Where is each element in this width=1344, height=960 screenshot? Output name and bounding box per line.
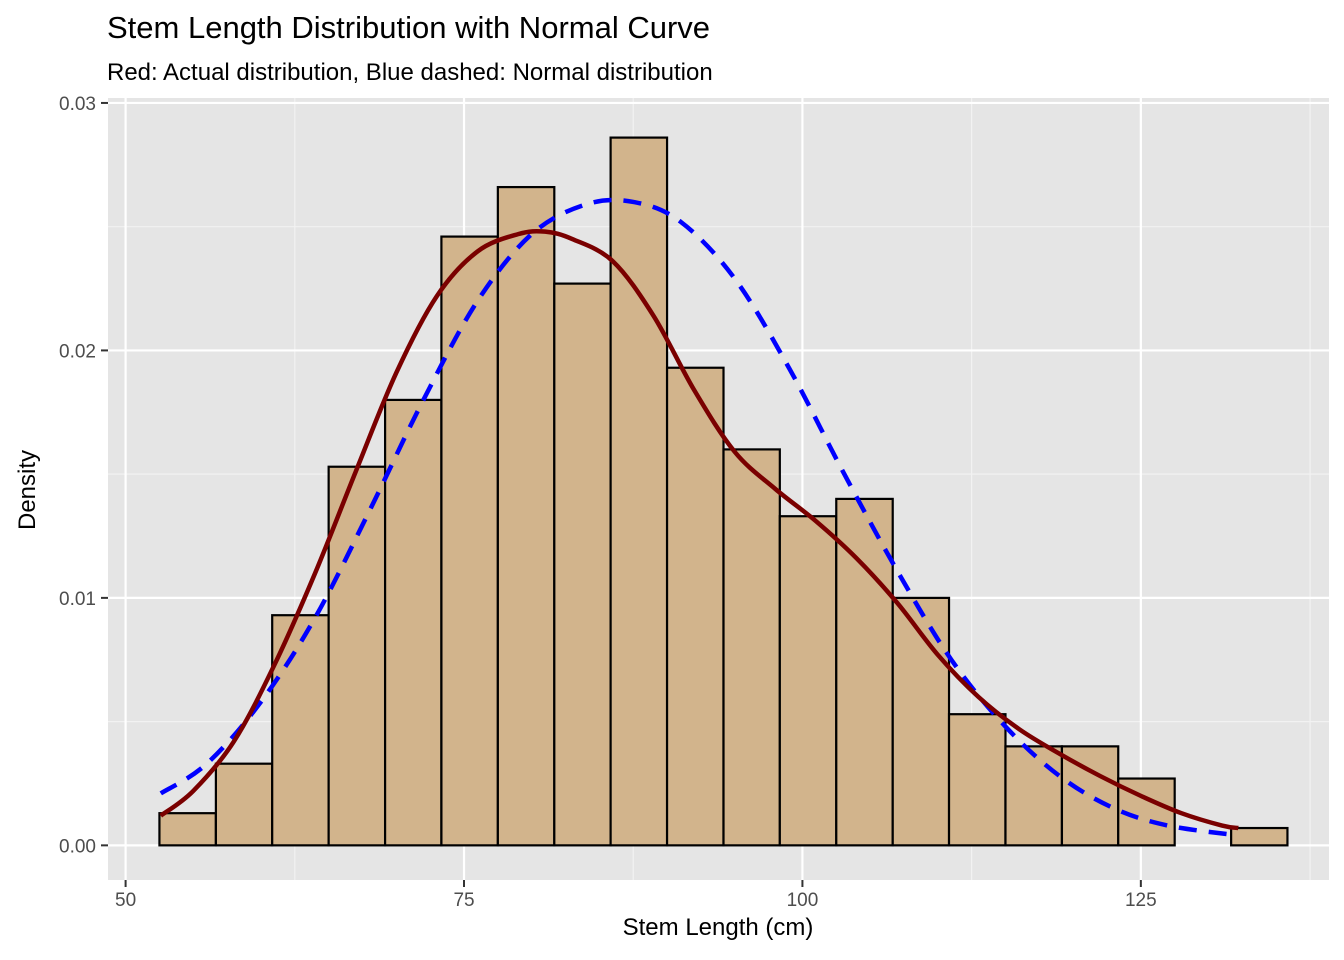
histogram-bar [835,497,894,847]
histogram-bar [947,713,1007,847]
histogram-bar [778,515,838,847]
chart-title: Stem Length Distribution with Normal Cur… [107,10,711,45]
x-tick-label: 125 [1125,890,1157,911]
y-tick-label: 0.00 [59,836,96,857]
y-tick-label: 0.01 [59,589,96,610]
density-curve-line [159,228,1239,831]
histogram-bar [383,398,443,847]
histogram-bar [1230,826,1289,847]
x-tick-label: 50 [115,890,136,911]
histogram-bar [1004,745,1064,847]
histogram-bar [665,366,725,847]
x-tick-label: 100 [787,890,819,911]
histogram-bar [891,596,951,847]
chart-subtitle: Red: Actual distribution, Blue dashed: N… [107,59,713,86]
histogram-bar [440,235,499,847]
axis-ticks: 50 75 100 125 0.00 0.01 0.02 0.03 [59,94,1157,911]
x-tick-label: 75 [453,890,474,911]
y-tick-label: 0.02 [59,341,96,362]
y-tick-label: 0.03 [59,94,96,115]
histogram-bar [271,614,330,847]
histogram-bar [214,762,274,847]
histogram-bar [722,448,781,847]
histogram-bar [158,812,217,847]
x-axis-title: Stem Length (cm) [622,914,814,941]
histogram-bar [609,136,669,847]
normal-curve-line [159,197,1239,838]
histogram-bar [553,282,612,847]
histogram-bars [158,136,1289,847]
histogram-bar [327,465,387,847]
histogram-bar [496,185,556,847]
density-lines [159,197,1239,838]
